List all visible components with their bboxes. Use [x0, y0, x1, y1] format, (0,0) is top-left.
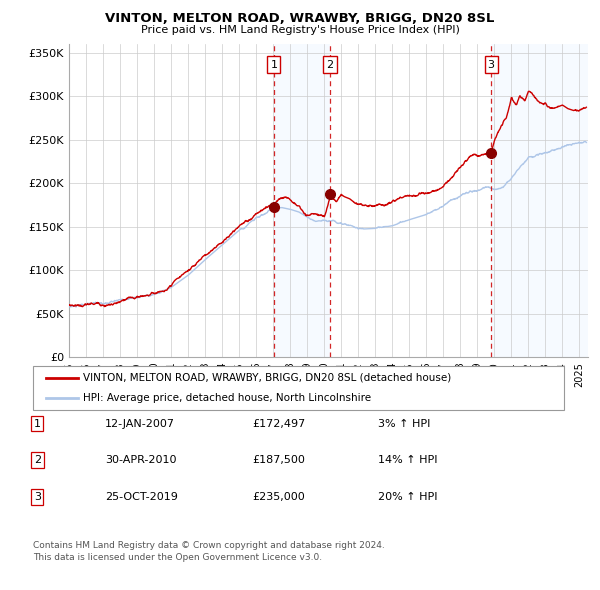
Text: 2: 2	[326, 60, 334, 70]
Text: 3: 3	[34, 492, 41, 502]
Text: 1: 1	[271, 60, 277, 70]
Text: This data is licensed under the Open Government Licence v3.0.: This data is licensed under the Open Gov…	[33, 553, 322, 562]
Text: £235,000: £235,000	[252, 492, 305, 502]
Text: 2: 2	[34, 455, 41, 465]
Text: 1: 1	[34, 419, 41, 428]
Text: 3: 3	[488, 60, 494, 70]
Text: Price paid vs. HM Land Registry's House Price Index (HPI): Price paid vs. HM Land Registry's House …	[140, 25, 460, 35]
Bar	[274, 44, 330, 357]
FancyBboxPatch shape	[33, 366, 564, 410]
Text: 20% ↑ HPI: 20% ↑ HPI	[378, 492, 437, 502]
Text: 25-OCT-2019: 25-OCT-2019	[105, 492, 178, 502]
Bar	[491, 44, 588, 357]
Text: VINTON, MELTON ROAD, WRAWBY, BRIGG, DN20 8SL: VINTON, MELTON ROAD, WRAWBY, BRIGG, DN20…	[106, 12, 494, 25]
Text: 12-JAN-2007: 12-JAN-2007	[105, 419, 175, 428]
Text: 14% ↑ HPI: 14% ↑ HPI	[378, 455, 437, 465]
Text: £172,497: £172,497	[252, 419, 305, 428]
Text: 3% ↑ HPI: 3% ↑ HPI	[378, 419, 430, 428]
Text: 30-APR-2010: 30-APR-2010	[105, 455, 176, 465]
Text: Contains HM Land Registry data © Crown copyright and database right 2024.: Contains HM Land Registry data © Crown c…	[33, 541, 385, 550]
Text: HPI: Average price, detached house, North Lincolnshire: HPI: Average price, detached house, Nort…	[83, 393, 371, 403]
Text: £187,500: £187,500	[252, 455, 305, 465]
Text: VINTON, MELTON ROAD, WRAWBY, BRIGG, DN20 8SL (detached house): VINTON, MELTON ROAD, WRAWBY, BRIGG, DN20…	[83, 373, 452, 383]
